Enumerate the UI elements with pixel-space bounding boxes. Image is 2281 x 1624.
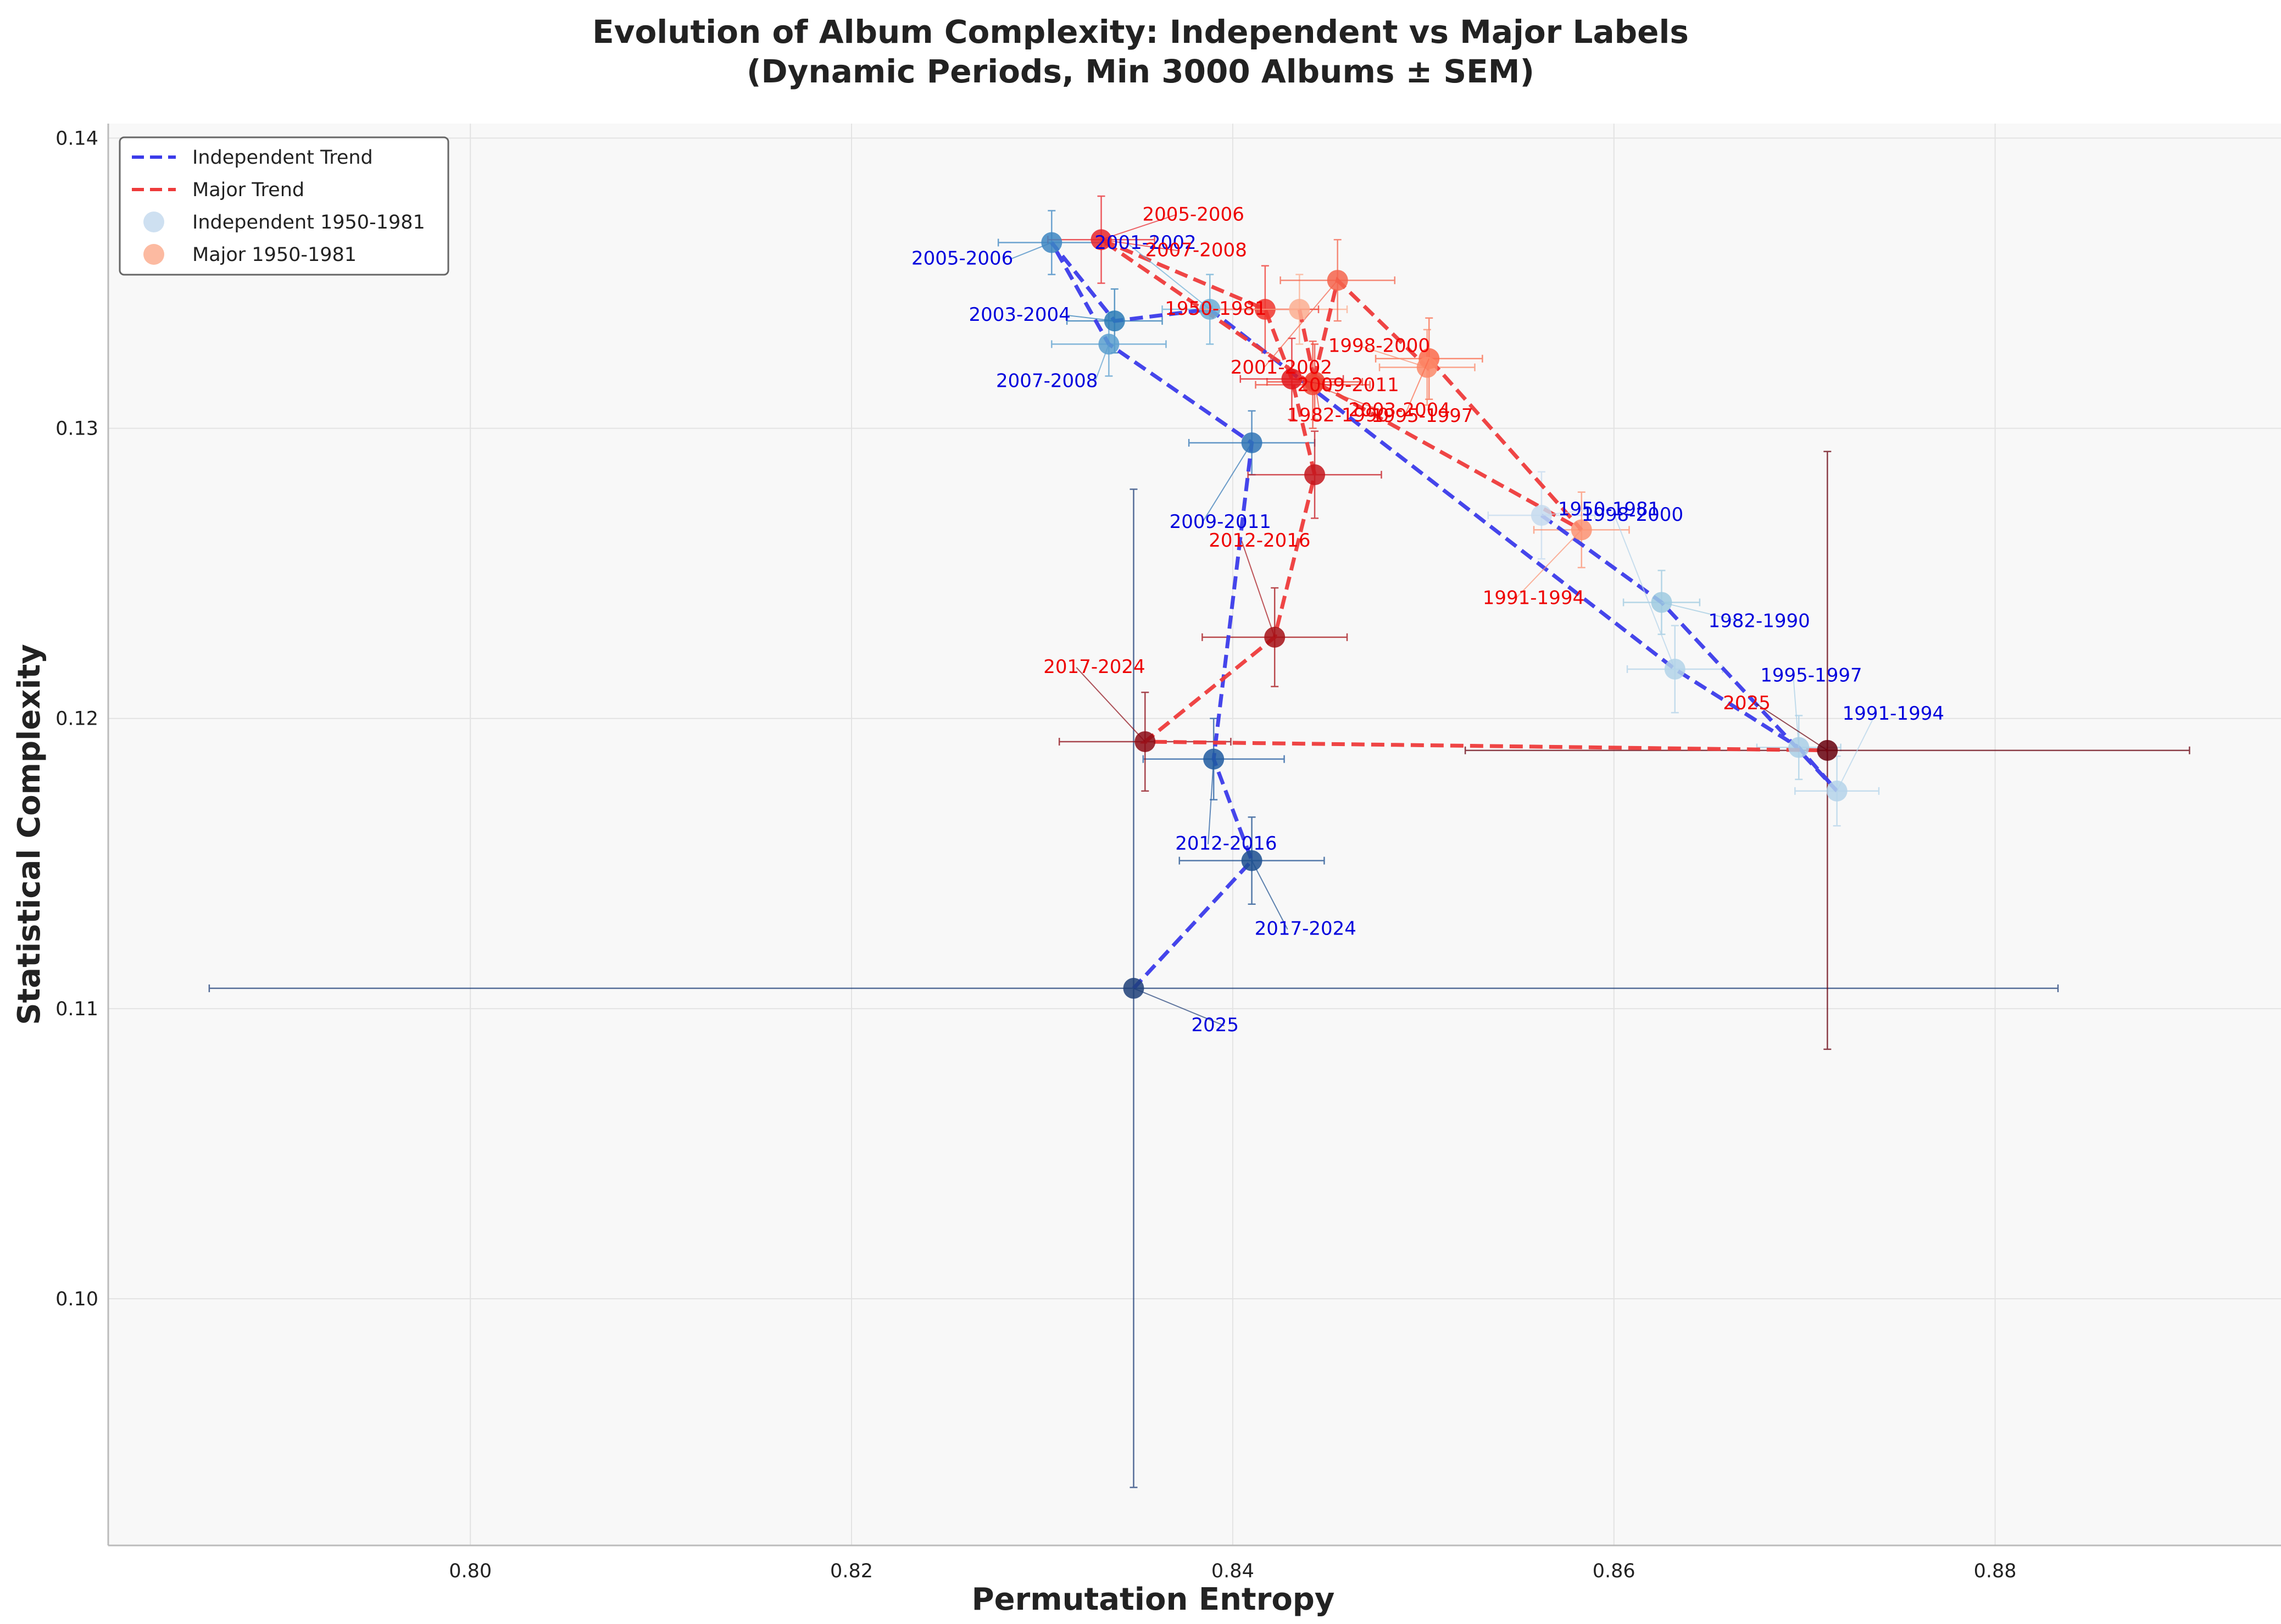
chart-title: Evolution of Album Complexity: Independe… [592, 13, 1689, 51]
x-axis-ticks: 0.80 0.82 0.84 0.86 0.88 [449, 1560, 2016, 1582]
connector-major-2007-2008 [1101, 239, 1178, 252]
connector-independent-2001-2002 [1127, 243, 1210, 310]
connector-independent-2012-2016 [1208, 759, 1215, 844]
annotation-major-1995-1997: 1995-1997 [1371, 405, 1473, 427]
connector-independent-2025 [1133, 988, 1225, 1026]
legend-swatch-independent-1950-1981 [143, 212, 164, 232]
annotation-independent-2025: 2025 [1191, 1014, 1239, 1036]
y-axis-label: Statistical Complexity [12, 644, 47, 1025]
connector-major-1995-1997 [1404, 358, 1430, 417]
connector-major-2017-2024 [1076, 667, 1146, 742]
annotation-independent-2005-2006: 2005-2006 [911, 248, 1013, 270]
connector-major-2005-2006 [1101, 214, 1176, 241]
connector-major-2012-2016 [1241, 541, 1276, 638]
legend-label-independent-1950-1981: Independent 1950-1981 [192, 212, 425, 233]
y-tick-label: 0.11 [55, 998, 98, 1020]
x-tick-label: 0.84 [1211, 1560, 1254, 1582]
connector-major-2025 [1755, 703, 1828, 751]
y-tick-label: 0.13 [55, 418, 98, 440]
legend-label-independent-trend: Independent Trend [192, 147, 373, 169]
connector-independent-2005-2006 [1010, 242, 1052, 260]
y-tick-label: 0.10 [55, 1288, 98, 1310]
axes [107, 124, 2281, 1547]
annotation-independent-2017-2024: 2017-2024 [1255, 918, 1356, 940]
annotation-major-1950-1981: 1950-1981 [1165, 298, 1266, 320]
grid-lines [108, 124, 2281, 1545]
connector-major-2009-2011 [1292, 378, 1331, 386]
y-tick-label: 0.14 [55, 127, 98, 149]
annotation-major-1991-1994: 1991-1994 [1483, 587, 1584, 609]
annotation-major-2001-2002: 2001-2002 [1231, 357, 1332, 379]
x-tick-label: 0.80 [449, 1560, 492, 1582]
x-tick-label: 0.88 [1974, 1560, 2017, 1582]
connector-independent-2017-2024 [1251, 860, 1288, 930]
legend-swatch-major-1950-1981 [143, 244, 164, 265]
connector-independent-1991-1994 [1836, 714, 1876, 792]
connector-independent-1998-2000 [1614, 515, 1676, 670]
annotation-independent-1998-2000: 1998-2000 [1582, 504, 1683, 526]
chart-subtitle: (Dynamic Periods, Min 3000 Albums ± SEM) [747, 53, 1534, 90]
annotation-independent-1982-1990: 1982-1990 [1708, 610, 1810, 632]
annotation-major-2025: 2025 [1723, 692, 1771, 714]
connector-major-1998-2000 [1361, 346, 1428, 368]
legend: Independent Trend Major Trend Independen… [119, 136, 449, 276]
legend-label-major-1950-1981: Major 1950-1981 [192, 244, 357, 266]
connector-independent-1995-1997 [1793, 676, 1800, 748]
connector-independent-2009-2011 [1201, 442, 1253, 523]
point-major-2001-2002 [1327, 270, 1348, 291]
connector-major-2001-2002 [1262, 280, 1338, 369]
y-tick-label: 0.12 [55, 708, 98, 730]
annotations: 1950-19811998-20001982-19901995-19971991… [911, 203, 1944, 1036]
annotation-independent-2001-2002: 2001-2002 [1094, 232, 1196, 254]
connector-independent-1950-1981 [1541, 509, 1592, 516]
y-axis-ticks: 0.10 0.11 0.12 0.13 0.14 [55, 127, 98, 1310]
connector-independent-2003-2004 [1067, 315, 1115, 322]
annotation-major-2012-2016: 2012-2016 [1209, 530, 1310, 552]
point-major-2012-2016 [1304, 464, 1326, 486]
x-tick-label: 0.82 [830, 1560, 873, 1582]
annotation-independent-1950-1981: 1950-1981 [1558, 498, 1660, 520]
legend-label-major-trend: Major Trend [192, 179, 304, 201]
connector-independent-2007-2008 [1094, 344, 1110, 382]
annotation-major-2009-2011: 2009-2011 [1297, 374, 1399, 396]
x-axis-label: Permutation Entropy [972, 1582, 1335, 1617]
annotation-major-2007-2008: 2007-2008 [1145, 239, 1247, 261]
annotation-independent-2003-2004: 2003-2004 [969, 304, 1070, 326]
annotation-independent-2009-2011: 2009-2011 [1170, 511, 1271, 533]
connector-major-2003-2004 [1312, 384, 1382, 411]
legend-box [119, 136, 449, 276]
annotation-major-2005-2006: 2005-2006 [1143, 203, 1244, 225]
connector-major-1991-1994 [1515, 529, 1582, 599]
annotation-independent-2007-2008: 2007-2008 [996, 370, 1098, 392]
connector-major-1982-1990 [1314, 381, 1321, 416]
annotation-independent-1991-1994: 1991-1994 [1843, 703, 1944, 725]
annotation-major-2003-2004: 2003-2004 [1349, 399, 1450, 421]
x-tick-label: 0.86 [1593, 1560, 1635, 1582]
annotation-major-1998-2000: 1998-2000 [1328, 335, 1430, 357]
annotation-major-2017-2024: 2017-2024 [1043, 656, 1145, 678]
annotation-independent-1995-1997: 1995-1997 [1760, 665, 1862, 687]
connector-independent-1982-1990 [1661, 602, 1742, 622]
annotation-major-1982-1990: 1982-1990 [1287, 404, 1389, 426]
annotation-connectors [1010, 214, 1876, 1026]
annotation-independent-2012-2016: 2012-2016 [1175, 833, 1277, 855]
